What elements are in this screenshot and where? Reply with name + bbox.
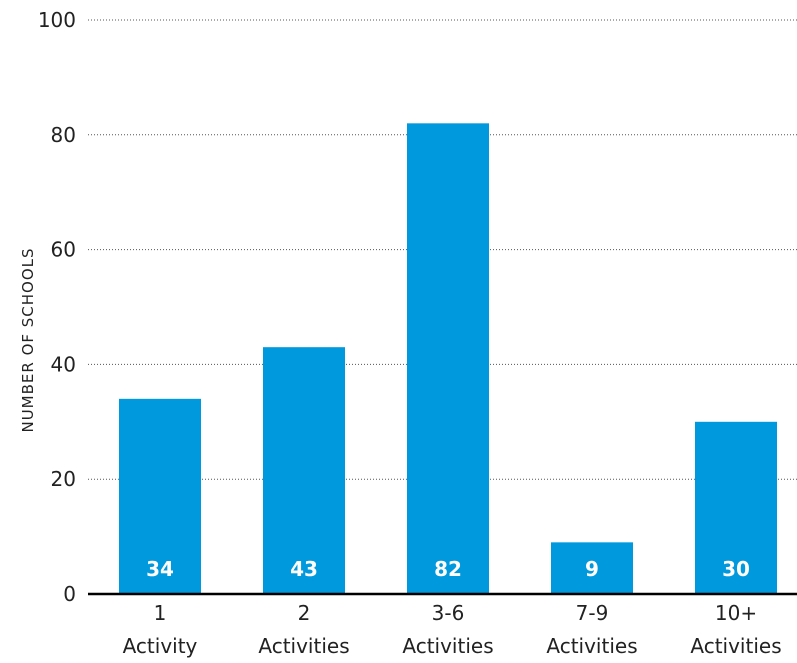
- bar-value-label: 9: [585, 557, 599, 581]
- x-tick-label: 2: [298, 601, 311, 625]
- x-tick-label: 7-9: [576, 601, 609, 625]
- bar: [263, 347, 345, 594]
- bar: [551, 542, 633, 594]
- bar-value-label: 82: [434, 557, 462, 581]
- x-tick-label: 10+: [715, 601, 757, 625]
- bar-value-label: 43: [290, 557, 318, 581]
- y-tick-label: 80: [51, 123, 76, 147]
- y-tick-label: 40: [51, 352, 76, 376]
- y-tick-label: 100: [38, 8, 76, 32]
- x-axis-ticks: 1 Activity 2 Activities 3-6 Activities 7-9 Acti…: [123, 601, 782, 658]
- bar-value-labels: 34 43 82 9 30: [146, 557, 750, 581]
- bar-value-label: 30: [722, 557, 750, 581]
- y-tick-label: 20: [51, 467, 76, 491]
- bars: [119, 123, 777, 594]
- x-tick-label: Activities: [258, 634, 349, 658]
- y-axis-ticks: 0 20 40 60 80 100: [38, 8, 76, 606]
- x-tick-label: 1: [154, 601, 167, 625]
- y-tick-label: 60: [51, 238, 76, 262]
- x-tick-label: Activities: [690, 634, 781, 658]
- x-tick-label: Activities: [402, 634, 493, 658]
- x-tick-label: Activity: [123, 634, 198, 658]
- x-tick-label: Activities: [546, 634, 637, 658]
- x-tick-label: 3-6: [432, 601, 465, 625]
- bar-value-label: 34: [146, 557, 174, 581]
- bar: [695, 421, 777, 594]
- bar: [407, 123, 489, 594]
- y-tick-label: 0: [63, 582, 76, 606]
- y-axis-title: NUMBER OF SCHOOLS: [19, 247, 37, 432]
- bar: [119, 398, 201, 594]
